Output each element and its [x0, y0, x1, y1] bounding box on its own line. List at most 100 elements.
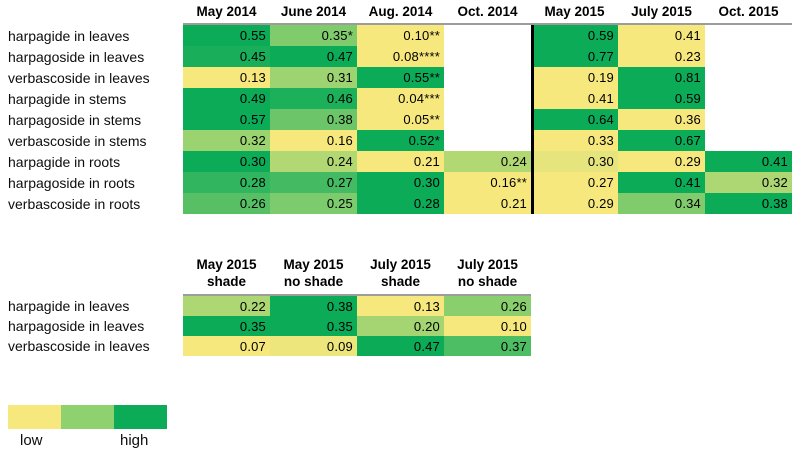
heatmap-cell: 0.19 [531, 67, 618, 88]
heatmap-cell: 0.38 [270, 109, 357, 130]
heatmap-cell: 0.16 [270, 130, 357, 151]
heatmap-cell: 0.32 [705, 172, 792, 193]
heatmap-cell [705, 109, 792, 130]
column-header: Oct. 2015 [718, 4, 779, 19]
table-row: harpagide in leaves 0.22 0.38 0.13 0.26 [0, 296, 531, 316]
legend-swatch-high [114, 405, 167, 429]
heatmap-cell: 0.26 [444, 296, 531, 316]
heatmap-cell: 0.13 [183, 67, 270, 88]
heatmap-cell: 0.28 [183, 172, 270, 193]
heatmap-cell: 0.22 [183, 296, 270, 316]
heatmap-cell: 0.05** [357, 109, 444, 130]
table1-header-row: May 2014 June 2014 Aug. 2014 Oct. 2014 May 2… [0, 3, 792, 20]
heatmap-cell [444, 130, 531, 151]
heatmap-cell: 0.59 [618, 88, 705, 109]
heatmap-cell: 0.24 [444, 151, 531, 172]
heatmap-cell [444, 46, 531, 67]
heatmap-cell: 0.23 [618, 46, 705, 67]
column-header: July 2015 [631, 4, 692, 19]
heatmap-cell: 0.38 [705, 193, 792, 214]
heatmap-cell: 0.30 [531, 151, 618, 172]
table-row: verbascoside in stems 0.32 0.16 0.52* 0.33 0.… [0, 130, 792, 151]
heatmap-cell: 0.55** [357, 67, 444, 88]
heatmap-cell: 0.10 [444, 316, 531, 336]
heatmap-cell [444, 67, 531, 88]
heatmap-cell: 0.08**** [357, 46, 444, 67]
legend-high-label: high [120, 432, 149, 449]
heatmap-cell: 0.34 [618, 193, 705, 214]
heatmap-cell [705, 67, 792, 88]
table-row: harpagide in roots 0.30 0.24 0.21 0.24 0.30 0.… [0, 151, 792, 172]
column-header: May 2015 [544, 4, 605, 19]
heatmap-cell: 0.47 [270, 46, 357, 67]
row-label: harpagide in leaves [8, 298, 130, 314]
heatmap-cell [705, 25, 792, 46]
heatmap-cell: 0.47 [357, 336, 444, 356]
heatmap-cell: 0.10** [357, 25, 444, 46]
table-row: harpagoside in roots 0.28 0.27 0.30 0.16** 0.… [0, 172, 792, 193]
table1-header-rule [183, 23, 792, 25]
heatmap-cell: 0.41 [618, 172, 705, 193]
heatmap-cell: 0.27 [531, 172, 618, 193]
table-row: harpagoside in stems 0.57 0.38 0.05** 0.64 0.… [0, 109, 792, 130]
row-label: verbascoside in stems [8, 132, 147, 149]
table-row: verbascoside in leaves 0.13 0.31 0.55** 0.19… [0, 67, 792, 88]
heatmap-cell: 0.49 [183, 88, 270, 109]
row-label: verbascoside in leaves [8, 338, 150, 354]
heatmap-cell: 0.29 [531, 193, 618, 214]
table-row: verbascoside in leaves 0.07 0.09 0.47 0.37 [0, 336, 531, 356]
heatmap-cell: 0.27 [270, 172, 357, 193]
column-header: Aug. 2014 [368, 4, 433, 19]
heatmap-cell: 0.64 [531, 109, 618, 130]
heatmap-cell [444, 88, 531, 109]
heatmap-cell: 0.59 [531, 25, 618, 46]
heatmap-cell: 0.09 [270, 336, 357, 356]
table2-header-rule [183, 294, 531, 296]
row-label: verbascoside in leaves [8, 69, 150, 86]
column-header: July 2015 shade [370, 257, 431, 289]
heatmap-cell [705, 46, 792, 67]
heatmap-cell: 0.31 [270, 67, 357, 88]
table2-body: harpagide in leaves 0.22 0.38 0.13 0.26 harpa… [0, 296, 531, 356]
heatmap-cell: 0.45 [183, 46, 270, 67]
heatmap-cell: 0.30 [183, 151, 270, 172]
row-label: harpagide in roots [8, 153, 121, 170]
column-header: May 2014 [196, 4, 257, 19]
heatmap-cell: 0.55 [183, 25, 270, 46]
heatmap-cell: 0.04*** [357, 88, 444, 109]
heatmap-cell: 0.21 [357, 151, 444, 172]
legend-swatch-low [8, 405, 61, 429]
table-row: verbascoside in roots 0.26 0.25 0.28 0.21 0.2… [0, 193, 792, 214]
heatmap-cell: 0.57 [183, 109, 270, 130]
legend-swatch-mid [61, 405, 114, 429]
column-header: May 2015 no shade [283, 257, 344, 289]
heatmap-cell: 0.52* [357, 130, 444, 151]
heatmap-cell: 0.25 [270, 193, 357, 214]
heatmap-cell: 0.81 [618, 67, 705, 88]
table1-body: harpagide in leaves 0.55 0.35* 0.10** 0.59 0.… [0, 25, 792, 214]
row-label: harpagoside in leaves [8, 318, 145, 334]
row-label: harpagide in leaves [8, 27, 130, 44]
heatmap-cell: 0.24 [270, 151, 357, 172]
heatmap-cell [444, 109, 531, 130]
heatmap-cell: 0.16** [444, 172, 531, 193]
table-row: harpagoside in leaves 0.35 0.35 0.20 0.10 [0, 316, 531, 336]
heatmap-cell: 0.26 [183, 193, 270, 214]
heatmap-cell: 0.07 [183, 336, 270, 356]
header-spacer [0, 256, 183, 290]
heatmap-cell: 0.37 [444, 336, 531, 356]
heatmap-cell [705, 130, 792, 151]
column-header: May 2015 shade [196, 257, 257, 289]
heatmap-cell: 0.28 [357, 193, 444, 214]
color-legend: low high [8, 405, 178, 454]
row-label: harpagide in stems [8, 90, 127, 107]
heatmap-cell: 0.35 [270, 316, 357, 336]
column-header: June 2014 [280, 4, 347, 19]
legend-low-label: low [20, 432, 43, 449]
heatmap-cell: 0.77 [531, 46, 618, 67]
heatmap-cell [705, 88, 792, 109]
column-header: Oct. 2014 [457, 4, 518, 19]
heatmap-cell: 0.29 [618, 151, 705, 172]
heatmap-cell: 0.30 [357, 172, 444, 193]
